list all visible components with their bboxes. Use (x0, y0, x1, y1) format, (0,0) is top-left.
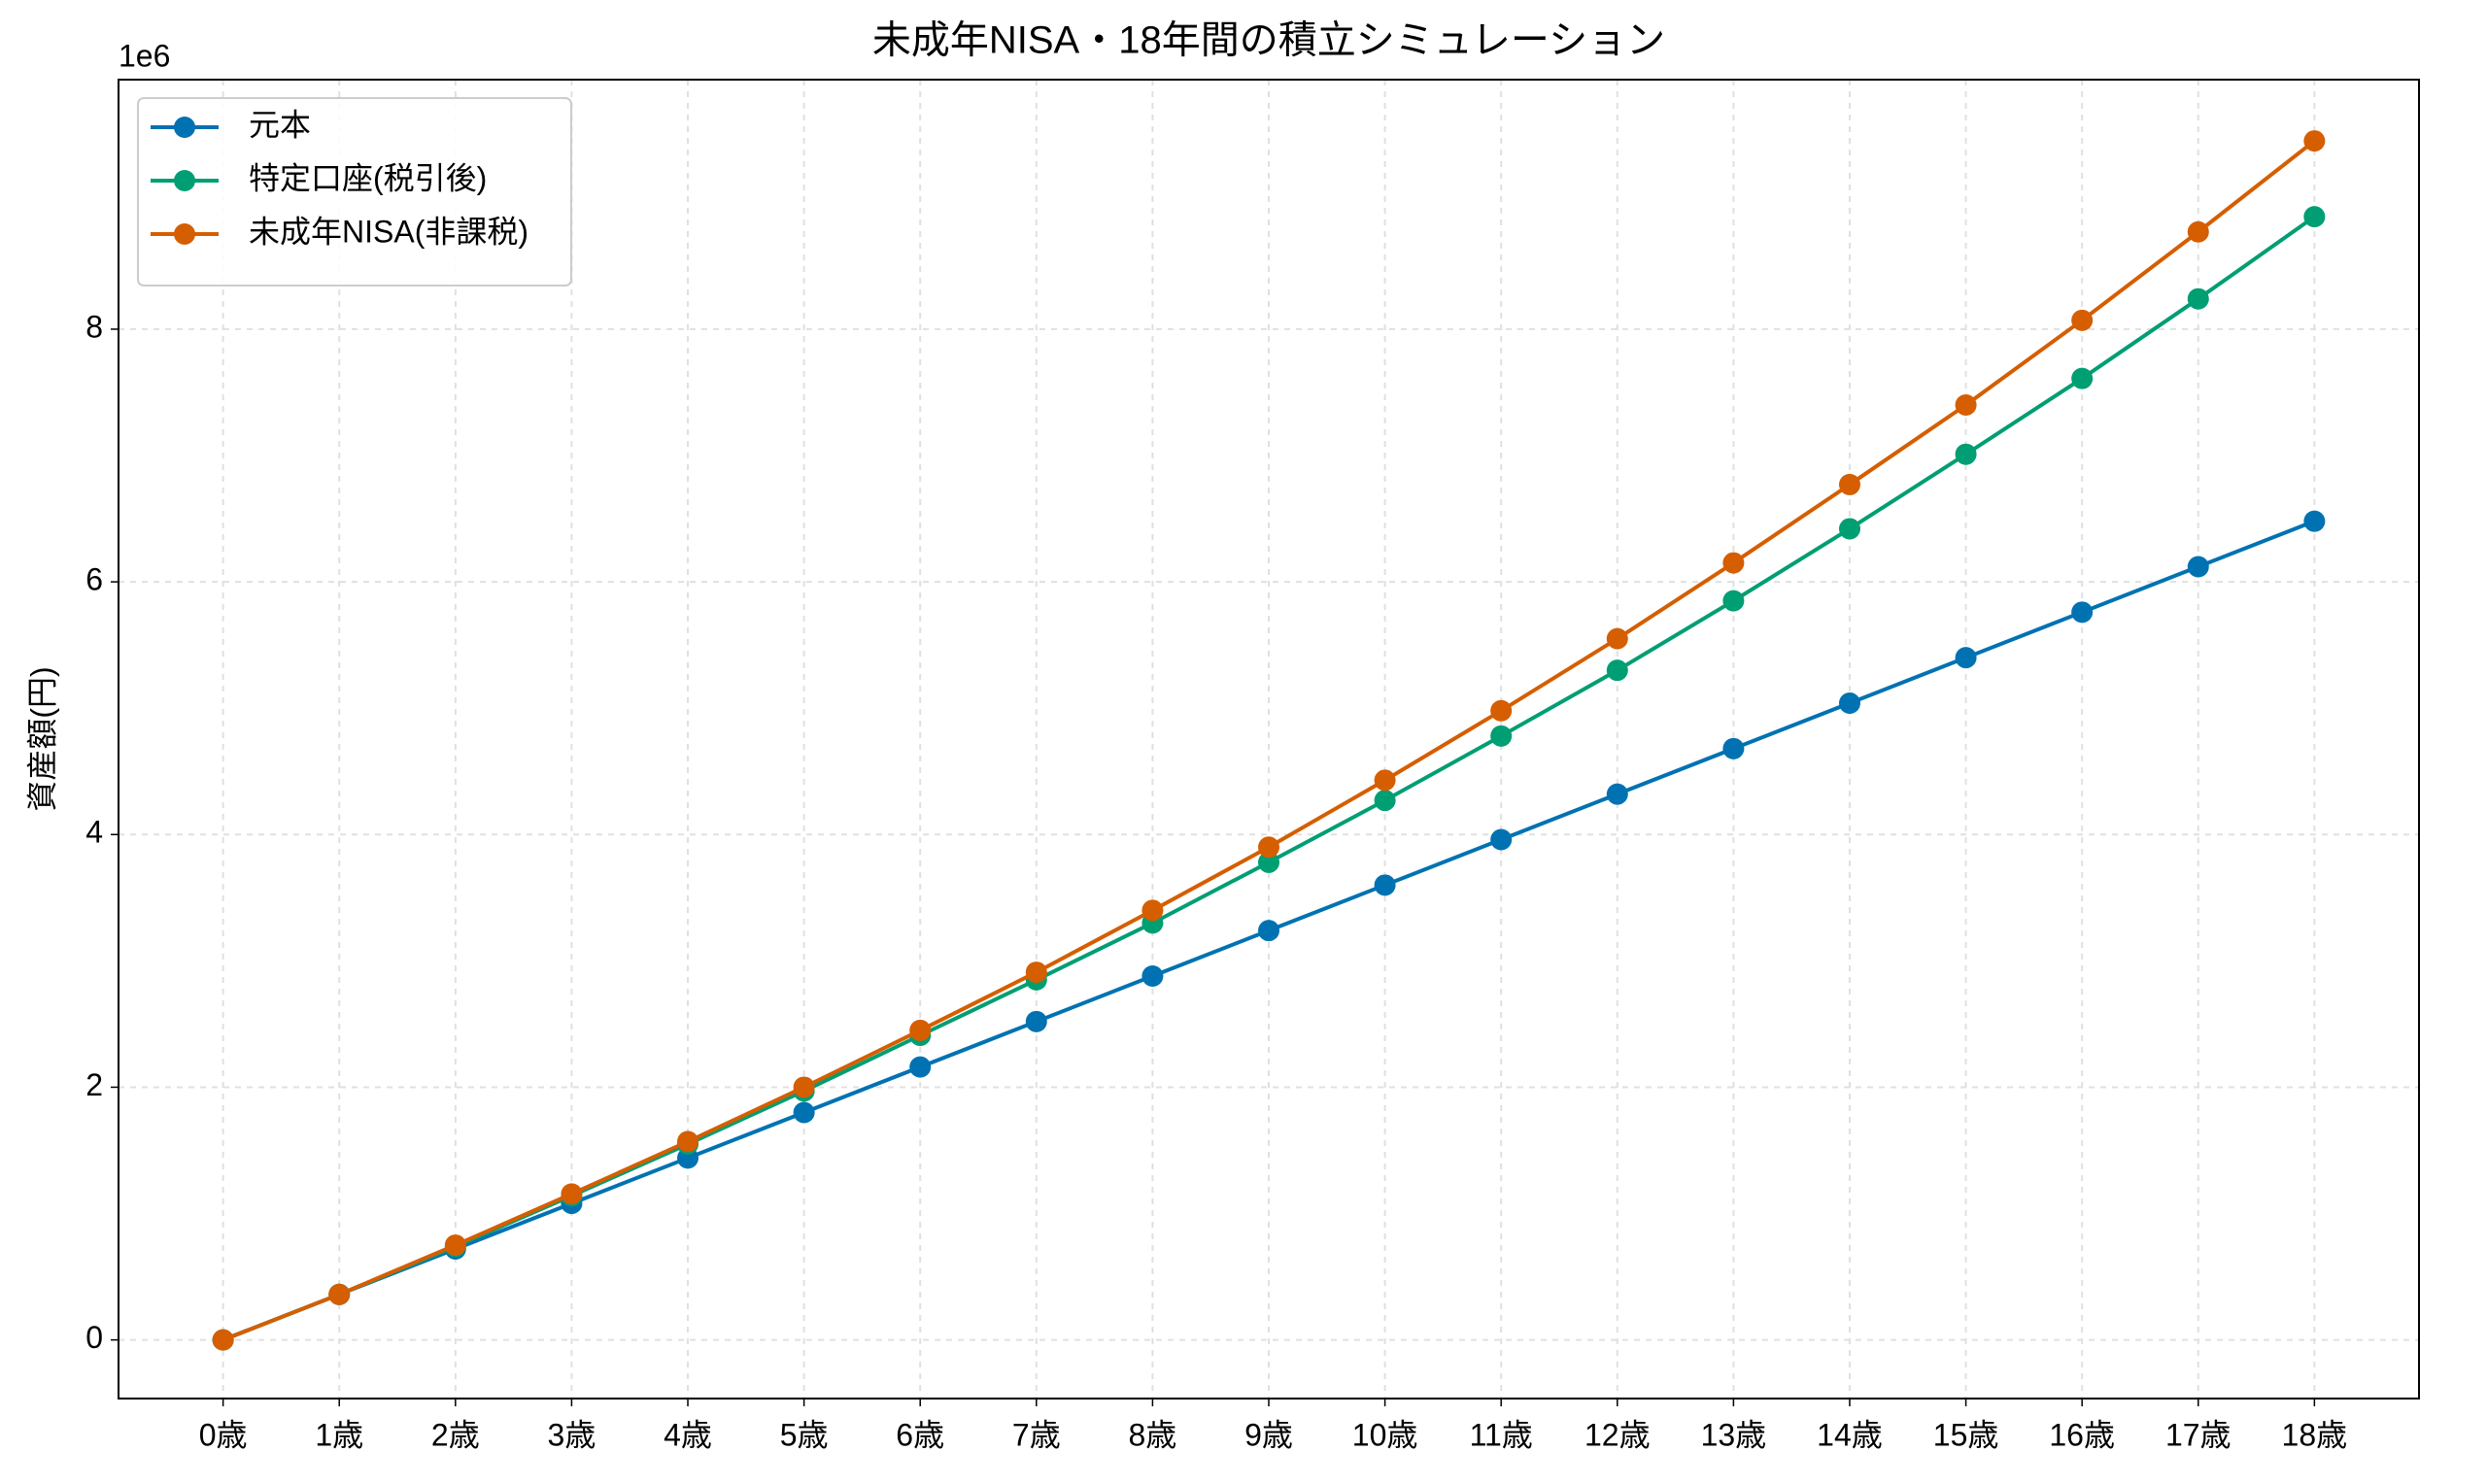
data-point (1606, 627, 1628, 650)
legend-label: 元本 (249, 107, 311, 142)
data-point (909, 1056, 932, 1078)
data-point (1490, 699, 1513, 722)
x-tick-label: 8歳 (1128, 1417, 1176, 1452)
y-axis-label: 資産額(円) (24, 666, 59, 811)
data-point (1490, 725, 1513, 747)
x-tick-label: 18歳 (2282, 1417, 2348, 1452)
data-point (1374, 790, 1396, 812)
y-tick-label: 0 (85, 1320, 103, 1355)
data-point (2071, 309, 2094, 331)
data-point (2187, 220, 2209, 243)
y-tick-label: 2 (85, 1067, 103, 1102)
data-point (1606, 783, 1628, 805)
data-point (1258, 851, 1279, 873)
legend-box (137, 97, 572, 287)
data-point (1722, 590, 1745, 612)
x-tick-label: 7歳 (1012, 1417, 1061, 1452)
y-tick-label: 8 (85, 309, 103, 344)
x-tick-label: 13歳 (1701, 1417, 1767, 1452)
data-point (2187, 287, 2209, 310)
x-tick-label: 12歳 (1584, 1417, 1651, 1452)
x-tick-label: 4歳 (664, 1417, 712, 1452)
y-tick-label: 4 (85, 815, 103, 850)
data-point (1722, 552, 1745, 574)
data-point (1955, 393, 1977, 416)
x-tick-label: 6歳 (896, 1417, 944, 1452)
data-point (1606, 659, 1628, 682)
data-point (909, 1019, 932, 1041)
data-point (1374, 769, 1396, 792)
data-point (1258, 836, 1279, 859)
data-point (2303, 130, 2326, 152)
x-tick-label: 17歳 (2165, 1417, 2231, 1452)
x-tick-label: 5歳 (780, 1417, 829, 1452)
data-point (1374, 874, 1396, 896)
data-point (1838, 691, 1860, 714)
x-tick-label: 2歳 (431, 1417, 480, 1452)
legend-marker (174, 170, 195, 191)
data-point (444, 1234, 466, 1257)
legend-label: 未成年NISA(非課税) (249, 214, 528, 249)
data-point (328, 1283, 351, 1305)
legend-marker (174, 117, 195, 138)
x-tick-label: 0歳 (199, 1417, 248, 1452)
x-tick-label: 1歳 (315, 1417, 363, 1452)
data-point (1490, 828, 1513, 851)
plot-frame (118, 79, 2420, 1400)
data-point (1258, 920, 1279, 942)
data-point (212, 1329, 234, 1351)
data-point (1141, 899, 1164, 922)
x-tick-label: 3歳 (548, 1417, 596, 1452)
data-point (1025, 961, 1047, 984)
legend-marker (174, 223, 195, 245)
data-point (1955, 443, 1977, 465)
data-point (2187, 556, 2209, 578)
data-point (2071, 601, 2094, 624)
y-tick-label: 6 (85, 562, 103, 597)
data-point (677, 1130, 699, 1153)
data-point (561, 1183, 583, 1205)
data-point (793, 1076, 815, 1098)
x-tick-label: 10歳 (1352, 1417, 1418, 1452)
data-point (1722, 737, 1745, 759)
data-point (2303, 206, 2326, 228)
data-point (1838, 518, 1860, 540)
x-tick-label: 16歳 (2049, 1417, 2115, 1452)
data-point (1955, 647, 1977, 669)
data-point (2071, 367, 2094, 389)
legend-label: 特定口座(税引後) (249, 160, 487, 195)
x-tick-label: 9歳 (1244, 1417, 1293, 1452)
data-point (1141, 964, 1164, 987)
chart-title: 未成年NISA・18年間の積立シミュレーション (872, 19, 1665, 62)
data-point (1838, 473, 1860, 495)
x-tick-label: 14歳 (1817, 1417, 1883, 1452)
data-point (793, 1101, 815, 1124)
y-offset-label: 1e6 (119, 38, 170, 73)
x-tick-label: 11歳 (1470, 1417, 1533, 1452)
x-tick-label: 15歳 (1933, 1417, 1999, 1452)
data-point (2303, 510, 2326, 532)
data-point (1025, 1010, 1047, 1032)
